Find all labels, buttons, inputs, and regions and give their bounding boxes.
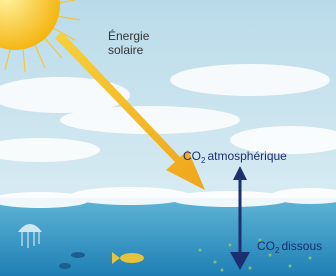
sea (0, 198, 336, 276)
illustration: Énergie solaire CO2atmosphérique CO2diss… (0, 0, 336, 276)
co2-text: CO (183, 149, 201, 163)
solar-energy-label: Énergie (108, 28, 150, 43)
co2-subscript: 2 (201, 156, 206, 165)
co2-subscript: 2 (275, 246, 280, 255)
co2-text: CO (257, 239, 275, 253)
solar-energy-label: solaire (108, 43, 144, 57)
co2-rest: atmosphérique (207, 149, 287, 163)
co2-rest: dissous (281, 239, 322, 253)
